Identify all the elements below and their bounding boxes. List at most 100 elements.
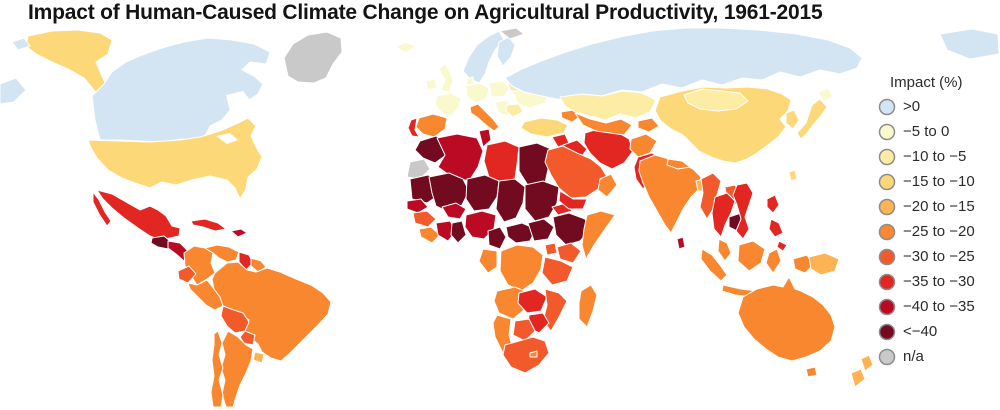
region-mongolia <box>683 88 749 112</box>
region-korea <box>785 109 800 130</box>
legend-item-label: −10 to −5 <box>903 148 967 165</box>
region-papua-new-guinea <box>808 252 840 276</box>
legend-swatch <box>878 248 896 265</box>
legend-item: −35 to −30 <box>878 269 998 294</box>
legend-item-label: >0 <box>903 98 921 115</box>
legend-swatch-circle <box>878 148 896 165</box>
region-japan <box>796 98 828 140</box>
legend-item-label: −25 to −20 <box>903 223 975 240</box>
region-central-europe <box>465 82 490 104</box>
legend-swatch <box>878 323 896 340</box>
legend-swatch-circle <box>878 298 896 315</box>
legend-swatch <box>878 223 896 240</box>
legend-swatch-circle <box>878 198 896 215</box>
hudson-bay-water <box>226 91 251 116</box>
region-finland <box>496 36 516 67</box>
region-south-africa <box>502 336 550 374</box>
region-philippines <box>766 194 788 252</box>
region-bering-islands <box>11 37 31 51</box>
region-madagascar <box>578 284 598 328</box>
legend-item: <−40 <box>878 319 998 344</box>
legend-swatch-circle <box>878 173 896 190</box>
legend-swatch <box>878 298 896 315</box>
legend-swatch-circle <box>878 223 896 240</box>
region-turkey <box>520 117 569 138</box>
region-hispaniola <box>230 228 248 238</box>
region-tunisia <box>478 128 492 148</box>
region-new-zealand <box>850 354 874 388</box>
legend-swatch-circle <box>878 273 896 290</box>
region-france <box>434 92 462 117</box>
region-western-sahara <box>406 158 431 180</box>
region-romania <box>505 103 524 118</box>
region-mexico <box>92 189 181 241</box>
region-chukotka-wrap <box>0 77 27 105</box>
region-malay-peninsula <box>717 238 732 262</box>
region-botswana <box>512 318 536 342</box>
region-chad <box>495 178 526 223</box>
region-australia <box>737 276 836 378</box>
region-italy <box>469 103 500 132</box>
region-uganda <box>544 242 558 256</box>
region-hokkaido <box>817 87 834 102</box>
great-lakes-water <box>216 133 238 144</box>
region-burkina-faso <box>441 202 467 220</box>
region-sudan <box>524 180 560 222</box>
region-uzbekistan-turkmenistan <box>574 112 633 136</box>
region-mozambique <box>542 288 568 332</box>
region-vietnam <box>732 182 754 240</box>
region-south-sudan <box>527 218 555 242</box>
region-lesotho <box>529 350 538 358</box>
region-spain <box>415 113 448 138</box>
region-sri-lanka <box>676 236 686 250</box>
region-zambia <box>517 288 548 314</box>
region-guinea <box>412 210 437 228</box>
legend-item: −25 to −20 <box>878 219 998 244</box>
legend-swatch-circle <box>878 323 896 340</box>
region-usa <box>87 117 263 200</box>
map-legend: Impact (%) >0 −5 to 0 −10 to −5 −15 to −… <box>878 74 998 369</box>
region-uk <box>438 63 454 93</box>
region-gabon-congo <box>478 248 498 274</box>
legend-item-label: −20 to −15 <box>903 198 975 215</box>
region-cameroon <box>487 226 507 250</box>
legend-item: >0 <box>878 94 998 119</box>
region-portugal <box>407 117 420 138</box>
region-senegal <box>406 198 429 214</box>
legend-swatch <box>878 98 896 115</box>
region-ghana <box>450 220 467 244</box>
region-uruguay <box>252 351 265 364</box>
legend-item-label: n/a <box>903 348 924 365</box>
region-guatemala <box>150 235 171 250</box>
region-mali <box>428 172 470 213</box>
region-kenya <box>556 242 582 264</box>
region-algeria <box>436 133 484 182</box>
region-chile <box>210 330 224 408</box>
legend-item-label: <−40 <box>903 323 938 340</box>
region-greenland <box>283 31 343 84</box>
region-iceland <box>395 41 416 54</box>
region-denmark <box>466 76 475 86</box>
legend-swatch <box>878 173 896 190</box>
legend-swatch <box>878 123 896 140</box>
region-drc <box>499 244 544 292</box>
region-yemen <box>558 190 588 210</box>
legend-swatch <box>878 148 896 165</box>
legend-item: −10 to −5 <box>878 144 998 169</box>
region-argentina <box>220 330 254 408</box>
region-paraguay <box>239 330 256 346</box>
legend-item: −40 to −35 <box>878 294 998 319</box>
region-oman <box>597 173 618 198</box>
region-cuba <box>190 218 227 232</box>
legend-swatch-circle <box>878 348 896 365</box>
legend-swatch-circle <box>878 98 896 115</box>
region-venezuela <box>204 244 240 263</box>
region-china <box>654 86 792 164</box>
legend-item-label: −40 to −35 <box>903 298 975 315</box>
legend-swatch <box>878 198 896 215</box>
legend-item: n/a <box>878 344 998 369</box>
region-central-african-republic <box>505 222 537 244</box>
legend-item-label: −30 to −25 <box>903 248 975 265</box>
region-thailand <box>711 192 736 238</box>
